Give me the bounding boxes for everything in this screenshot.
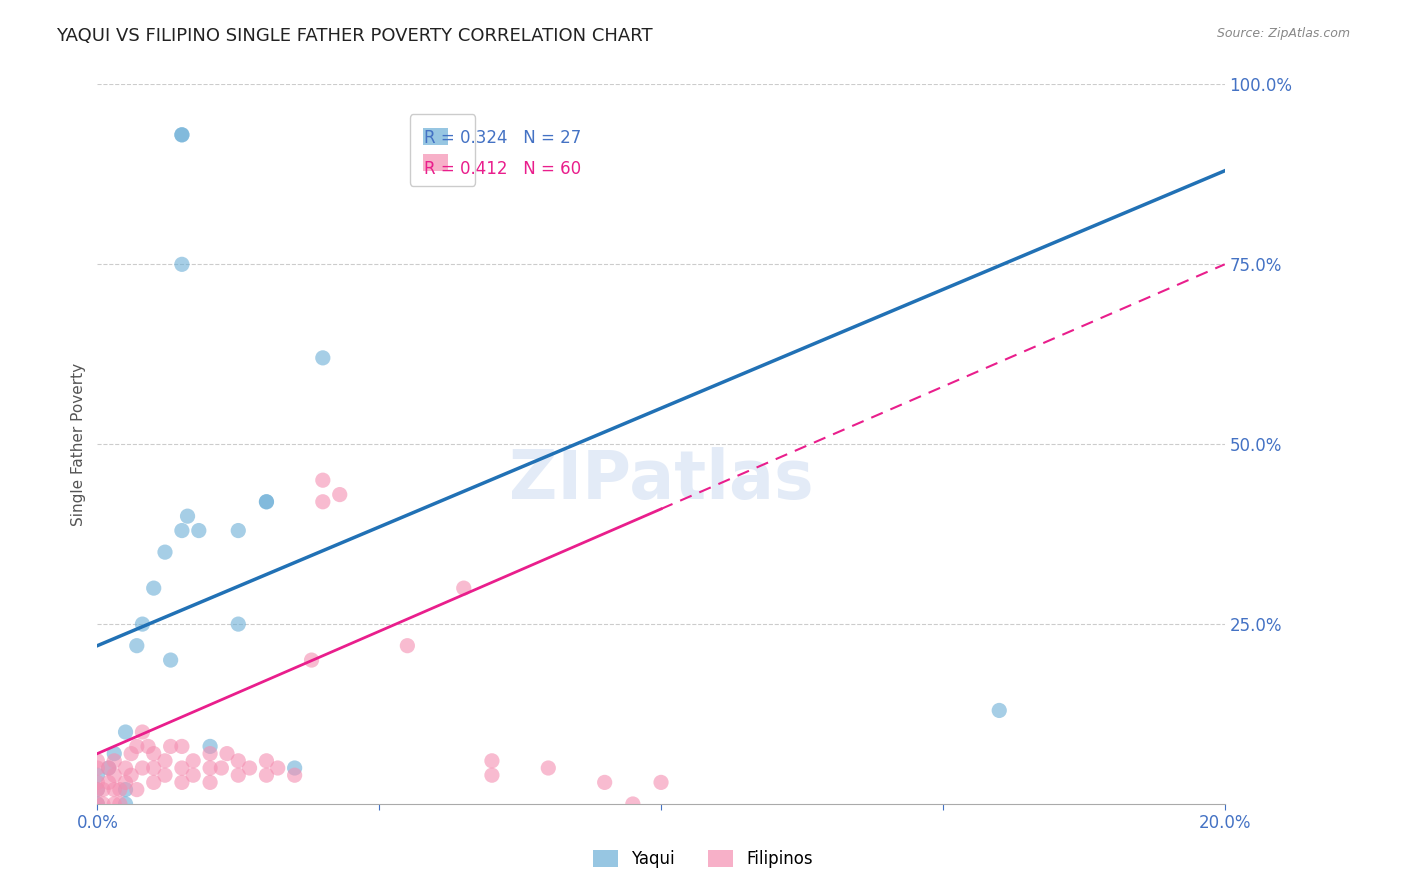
Yaqui	[226, 617, 249, 632]
Filipinos	[481, 768, 503, 782]
Filipinos	[593, 775, 616, 789]
Filipinos	[86, 754, 108, 768]
Text: R = 0.324   N = 27: R = 0.324 N = 27	[425, 129, 582, 147]
Yaqui	[170, 128, 193, 142]
Text: Source: ZipAtlas.com: Source: ZipAtlas.com	[1216, 27, 1350, 40]
Filipinos	[120, 747, 142, 761]
Yaqui	[187, 524, 209, 538]
Filipinos	[86, 782, 108, 797]
Filipinos	[329, 487, 352, 501]
Text: ZIPatlas: ZIPatlas	[509, 447, 813, 513]
Filipinos	[481, 754, 503, 768]
Filipinos	[215, 747, 238, 761]
Yaqui	[256, 495, 278, 509]
Filipinos	[198, 747, 221, 761]
Filipinos	[301, 653, 323, 667]
Filipinos	[198, 761, 221, 775]
Text: YAQUI VS FILIPINO SINGLE FATHER POVERTY CORRELATION CHART: YAQUI VS FILIPINO SINGLE FATHER POVERTY …	[56, 27, 652, 45]
Filipinos	[142, 747, 165, 761]
Yaqui	[114, 782, 136, 797]
Yaqui	[125, 639, 148, 653]
Filipinos	[103, 754, 125, 768]
Filipinos	[103, 797, 125, 811]
Filipinos	[103, 768, 125, 782]
Yaqui	[284, 761, 307, 775]
Filipinos	[650, 775, 672, 789]
Filipinos	[238, 761, 260, 775]
Filipinos	[312, 495, 335, 509]
Yaqui	[97, 761, 120, 775]
Filipinos	[114, 775, 136, 789]
Yaqui	[114, 725, 136, 739]
Filipinos	[284, 768, 307, 782]
Filipinos	[256, 768, 278, 782]
Yaqui	[114, 797, 136, 811]
Filipinos	[170, 775, 193, 789]
Filipinos	[181, 754, 204, 768]
Filipinos	[91, 782, 114, 797]
Filipinos	[256, 754, 278, 768]
Yaqui	[153, 545, 176, 559]
Filipinos	[97, 761, 120, 775]
Filipinos	[621, 797, 644, 811]
Filipinos	[131, 725, 153, 739]
Yaqui	[86, 782, 108, 797]
Filipinos	[86, 761, 108, 775]
Filipinos	[170, 761, 193, 775]
Legend: , : ,	[411, 114, 475, 186]
Yaqui	[159, 653, 181, 667]
Filipinos	[396, 639, 419, 653]
Filipinos	[114, 761, 136, 775]
Yaqui	[312, 351, 335, 365]
Filipinos	[103, 782, 125, 797]
Filipinos	[108, 782, 131, 797]
Yaqui	[103, 747, 125, 761]
Filipinos	[267, 761, 290, 775]
Filipinos	[120, 768, 142, 782]
Yaqui	[142, 581, 165, 595]
Filipinos	[125, 782, 148, 797]
Yaqui	[170, 524, 193, 538]
Filipinos	[170, 739, 193, 754]
Filipinos	[181, 768, 204, 782]
Filipinos	[108, 797, 131, 811]
Text: R = 0.412   N = 60: R = 0.412 N = 60	[425, 161, 582, 178]
Yaqui	[131, 617, 153, 632]
Filipinos	[97, 775, 120, 789]
Yaqui	[226, 524, 249, 538]
Legend: Yaqui, Filipinos: Yaqui, Filipinos	[586, 843, 820, 875]
Filipinos	[537, 761, 560, 775]
Filipinos	[136, 739, 159, 754]
Filipinos	[312, 473, 335, 487]
Yaqui	[198, 739, 221, 754]
Filipinos	[142, 775, 165, 789]
Yaqui	[170, 257, 193, 271]
Yaqui	[256, 495, 278, 509]
Filipinos	[86, 797, 108, 811]
Filipinos	[209, 761, 232, 775]
Filipinos	[153, 768, 176, 782]
Filipinos	[159, 739, 181, 754]
Filipinos	[142, 761, 165, 775]
Filipinos	[125, 739, 148, 754]
Filipinos	[226, 768, 249, 782]
Yaqui	[176, 509, 198, 524]
Filipinos	[86, 775, 108, 789]
Y-axis label: Single Father Poverty: Single Father Poverty	[72, 363, 86, 525]
Yaqui	[86, 768, 108, 782]
Yaqui	[86, 797, 108, 811]
Filipinos	[226, 754, 249, 768]
Filipinos	[453, 581, 475, 595]
Filipinos	[131, 761, 153, 775]
Filipinos	[153, 754, 176, 768]
Filipinos	[91, 797, 114, 811]
Yaqui	[170, 128, 193, 142]
Yaqui	[988, 703, 1011, 717]
Filipinos	[198, 775, 221, 789]
